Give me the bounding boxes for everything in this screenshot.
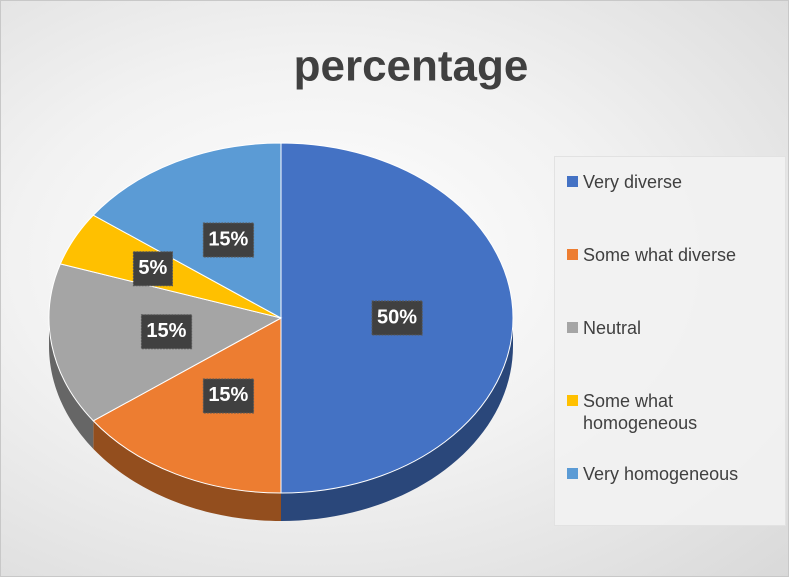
slice-side: [281, 318, 513, 521]
data-label: 15%: [146, 320, 186, 342]
data-label: 15%: [208, 228, 248, 250]
legend-label: Very diverse: [583, 172, 683, 192]
legend-swatch: [567, 322, 578, 333]
slice-side: [93, 420, 281, 521]
legend-label: Very homogeneous: [583, 464, 739, 484]
data-label-box: [132, 251, 174, 287]
legend-item: Some what homogeneous: [567, 384, 785, 457]
legend-swatch: [567, 176, 578, 187]
legend-item: Neutral: [567, 311, 785, 384]
slice-side: [49, 318, 94, 449]
data-label-box: [371, 300, 423, 336]
chart-title: percentage: [294, 42, 529, 91]
data-label: 15%: [208, 384, 248, 406]
data-label: 5%: [138, 257, 167, 279]
legend-swatch: [567, 468, 578, 479]
data-label-box: [202, 378, 255, 414]
legend-swatch: [567, 249, 578, 260]
legend-label: Some what homogeneous: [583, 391, 698, 433]
legend-item: Very homogeneous: [567, 457, 785, 530]
legend-label: Some what diverse: [583, 245, 737, 265]
data-label: 50%: [377, 306, 417, 328]
slice: [92, 142, 282, 319]
data-label-box: [202, 222, 255, 258]
legend-swatch: [567, 395, 578, 406]
legend-item: Very diverse: [567, 165, 785, 238]
legend-label: Neutral: [583, 318, 642, 338]
legend: Very diverse Some what diverse Neutral Some…: [554, 156, 786, 526]
data-label-box: [140, 314, 193, 350]
slice: [92, 317, 282, 494]
legend-item: Some what diverse: [567, 238, 785, 311]
